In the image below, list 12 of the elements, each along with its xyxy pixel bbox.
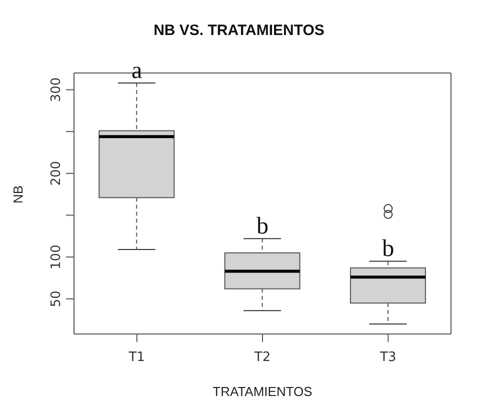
y-axis-title: NB — [10, 185, 26, 204]
y-tick-label: 100 — [49, 244, 64, 270]
annotation: b — [382, 236, 394, 262]
x-tick-label: T1 — [128, 350, 145, 366]
annotation: b — [256, 214, 268, 240]
y-tick-label: 200 — [49, 160, 64, 186]
y-tick-label: 300 — [49, 77, 64, 102]
chart-title: NB VS. TRATAMIENTOS — [154, 22, 324, 39]
x-tick-label: T3 — [379, 350, 396, 366]
y-tick-label: 50 — [49, 290, 64, 308]
x-tick-label: T2 — [253, 350, 271, 366]
x-axis-title: TRATAMIENTOS — [212, 384, 313, 399]
